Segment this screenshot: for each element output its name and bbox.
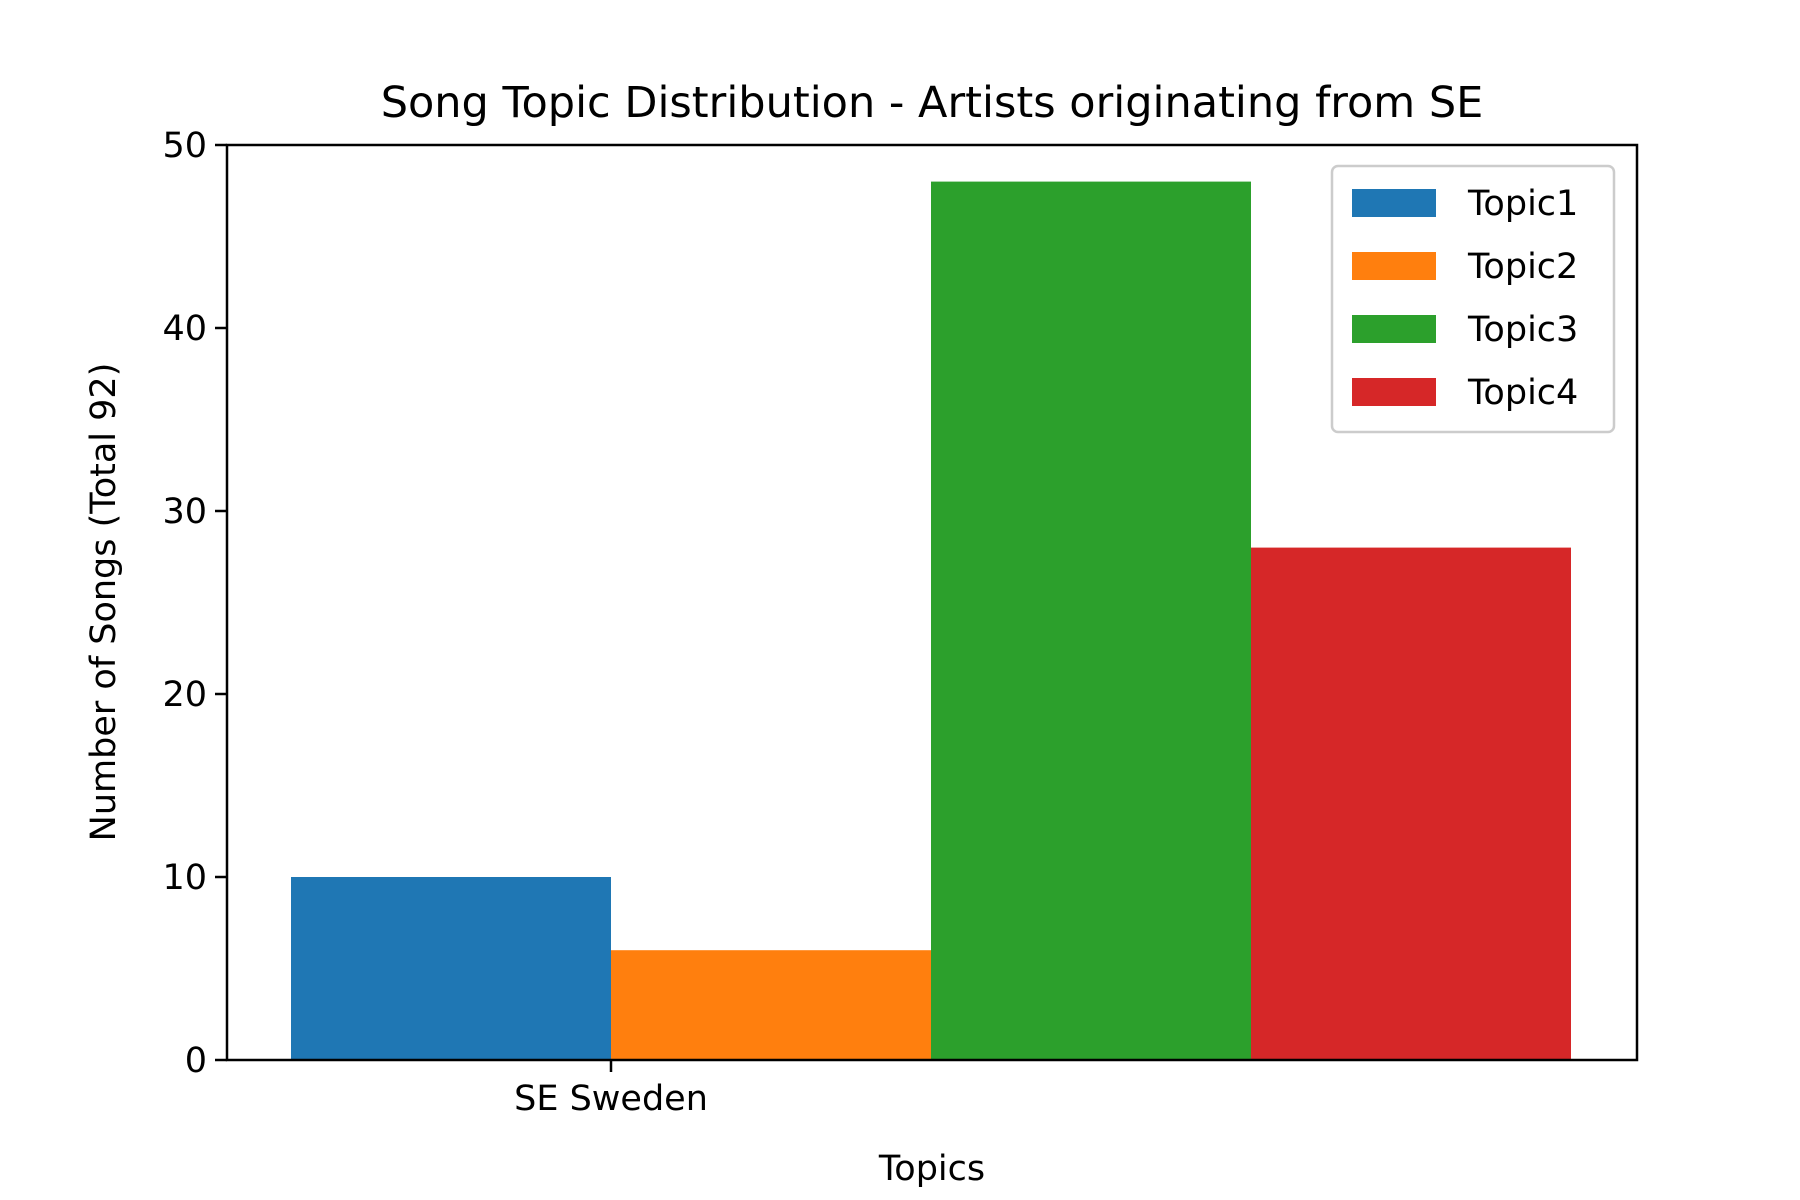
y-tick-label: 50 <box>162 126 207 166</box>
y-axis-ticks: 0 10 20 30 40 50 <box>162 126 227 1081</box>
legend-swatch-topic1 <box>1352 189 1436 217</box>
legend: Topic1 Topic2 Topic3 Topic4 <box>1330 164 1616 434</box>
legend-label-topic4: Topic4 <box>1467 373 1578 413</box>
legend-label-topic2: Topic2 <box>1467 247 1578 287</box>
bar-topic1 <box>291 877 611 1060</box>
y-axis-label: Number of Songs (Total 92) <box>84 363 124 842</box>
bar-topic4 <box>1251 547 1571 1060</box>
x-axis-label: Topics <box>878 1149 985 1189</box>
chart-title: Song Topic Distribution - Artists origin… <box>381 78 1484 128</box>
legend-label-topic1: Topic1 <box>1467 184 1578 224</box>
bars-group <box>291 181 1571 1061</box>
y-tick-label: 10 <box>162 858 207 898</box>
y-tick-label: 30 <box>162 492 207 532</box>
y-tick-label: 20 <box>162 675 207 715</box>
y-tick-label: 40 <box>162 309 207 349</box>
x-tick-label: SE Sweden <box>514 1079 708 1119</box>
plot-frame <box>225 143 1639 1062</box>
legend-swatch-topic3 <box>1352 315 1436 343</box>
legend-swatch-topic4 <box>1352 378 1436 406</box>
y-tick-label: 0 <box>185 1041 207 1081</box>
bar-topic2 <box>611 950 931 1060</box>
bar-topic3 <box>931 181 1251 1061</box>
legend-swatch-topic2 <box>1352 252 1436 280</box>
legend-frame <box>1330 164 1616 434</box>
legend-label-topic3: Topic3 <box>1467 310 1578 350</box>
x-axis-ticks: SE Sweden <box>514 1060 708 1119</box>
